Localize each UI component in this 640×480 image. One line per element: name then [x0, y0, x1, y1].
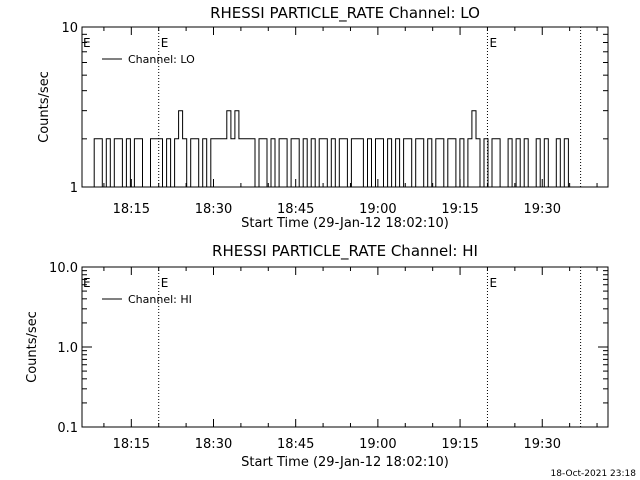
event-marker-label: E — [489, 276, 497, 290]
x-tick-label: 18:30 — [195, 202, 232, 217]
y-tick-label: 0.1 — [57, 421, 78, 436]
x-tick-label: 19:30 — [524, 202, 561, 217]
y-tick-label: 10.0 — [49, 261, 78, 276]
x-tick-label: 19:00 — [359, 202, 396, 217]
chart-title: RHESSI PARTICLE_RATE Channel: HI — [212, 242, 478, 261]
x-tick-label: 19:30 — [524, 437, 561, 452]
x-tick-label: 19:15 — [441, 202, 478, 217]
x-tick-label: 18:45 — [277, 202, 314, 217]
x-tick-label: 18:15 — [113, 437, 150, 452]
x-axis-label: Start Time (29-Jan-12 18:02:10) — [241, 455, 449, 470]
x-tick-label: 19:15 — [441, 437, 478, 452]
plot-frame — [81, 266, 609, 428]
chart-1: RHESSI PARTICLE_RATE Channel: LO 18:15 18:… — [37, 4, 609, 231]
y-axis-label: Counts/sec — [25, 311, 40, 383]
series-line-lo — [90, 110, 573, 188]
y-tick-label: 1.0 — [57, 341, 78, 356]
event-marker-label: E — [83, 36, 91, 50]
chart-2: RHESSI PARTICLE_RATE Channel: HI 18:15 18:… — [25, 242, 609, 470]
x-tick-label: 18:30 — [195, 437, 232, 452]
plot-timestamp: 18-Oct-2021 23:18 — [551, 469, 637, 479]
event-marker-label: E — [83, 276, 91, 290]
chart-title: RHESSI PARTICLE_RATE Channel: LO — [210, 4, 480, 23]
y-tick-label: 1 — [70, 181, 78, 196]
x-tick-label: 18:45 — [277, 437, 314, 452]
plot-frame — [81, 26, 609, 188]
legend-label: Channel: LO — [128, 53, 195, 66]
x-tick-label: 19:00 — [359, 437, 396, 452]
y-tick-label: 10 — [61, 21, 78, 36]
x-tick-label: 18:15 — [113, 202, 150, 217]
event-marker-label: E — [489, 36, 497, 50]
x-axis-label: Start Time (29-Jan-12 18:02:10) — [241, 216, 449, 231]
legend-label: Channel: HI — [128, 293, 192, 306]
y-axis-label: Counts/sec — [37, 71, 52, 143]
event-marker-label: E — [161, 36, 169, 50]
event-marker-label: E — [161, 276, 169, 290]
